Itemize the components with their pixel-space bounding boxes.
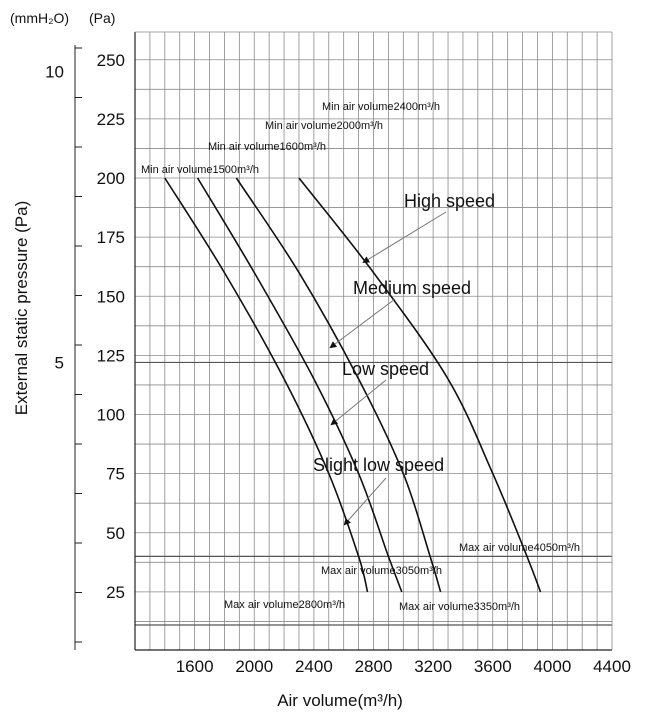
- y-tick-label: 100: [97, 406, 125, 425]
- x-tick-label: 2400: [295, 657, 333, 676]
- mmh2o-tick-label: 10: [45, 63, 64, 82]
- y-tick-label: 75: [106, 465, 125, 484]
- curve-label-medium-speed: Medium speed: [353, 278, 471, 298]
- series-line-slight-low-speed: [164, 177, 369, 593]
- mmh2o-tick-label: 5: [55, 353, 64, 372]
- y-tick-label: 250: [97, 51, 125, 70]
- mmh2o-axis: 10 5: [45, 45, 82, 650]
- y-tick-label: 175: [97, 228, 125, 247]
- min-volume-note: Min air volume2000m³/h: [265, 120, 383, 132]
- max-volume-note: Max air volume2800m³/h: [224, 599, 345, 611]
- curve-labels: High speed Medium speed Low speed Slight lo…: [313, 191, 495, 526]
- x-axis-title: Air volume(m³/h): [277, 691, 403, 710]
- max-volume-note: Max air volume3350m³/h: [399, 601, 520, 613]
- series: [164, 177, 542, 593]
- volume-annotations: Min air volume2400m³/h Min air volume2000…: [141, 101, 580, 613]
- x-tick-label: 2800: [355, 657, 393, 676]
- label-leader-2: [330, 379, 387, 426]
- unit-mmh2o: (mmH₂O): [10, 10, 69, 26]
- x-tick-label: 4400: [593, 657, 631, 676]
- min-volume-note: Min air volume1600m³/h: [208, 141, 326, 153]
- max-volume-note: Max air volume4050m³/h: [459, 542, 580, 554]
- x-tick-label: 3600: [474, 657, 512, 676]
- grid: [135, 32, 612, 650]
- axes: [134, 31, 613, 651]
- y-tick-label: 200: [97, 169, 125, 188]
- label-leader-1: [329, 298, 396, 349]
- y-tick-label: 225: [97, 110, 125, 129]
- series-line-medium-speed: [235, 177, 442, 593]
- curve-label-high-speed: High speed: [404, 191, 495, 211]
- x-tick-label: 1600: [176, 657, 214, 676]
- label-leader-3: [343, 477, 387, 526]
- y-tick-labels: 25 50 75 100 125 150 175 200 225 250: [97, 51, 125, 602]
- label-leader-0: [362, 211, 447, 264]
- y-tick-label: 50: [106, 524, 125, 543]
- y-axis-title: External static pressure (Pa): [12, 201, 31, 415]
- series-line-low-speed: [196, 177, 403, 593]
- max-volume-note: Max air volume3050m³/h: [321, 565, 442, 577]
- unit-pa: (Pa): [89, 10, 115, 26]
- x-tick-label: 2000: [235, 657, 273, 676]
- x-tick-labels: 1600 2000 2400 2800 3200 3600 4000 4400: [176, 657, 631, 676]
- series-line-high-speed: [298, 177, 542, 593]
- curve-label-low-speed: Low speed: [342, 359, 429, 379]
- curve-label-slight-low-speed: Slight low speed: [313, 455, 444, 475]
- y-tick-label: 125: [97, 346, 125, 365]
- x-tick-label: 4000: [533, 657, 571, 676]
- min-volume-note: Min air volume1500m³/h: [141, 164, 259, 176]
- y-tick-label: 150: [97, 287, 125, 306]
- y-tick-label: 25: [106, 583, 125, 602]
- min-volume-note: Min air volume2400m³/h: [322, 101, 440, 113]
- x-tick-label: 3200: [414, 657, 452, 676]
